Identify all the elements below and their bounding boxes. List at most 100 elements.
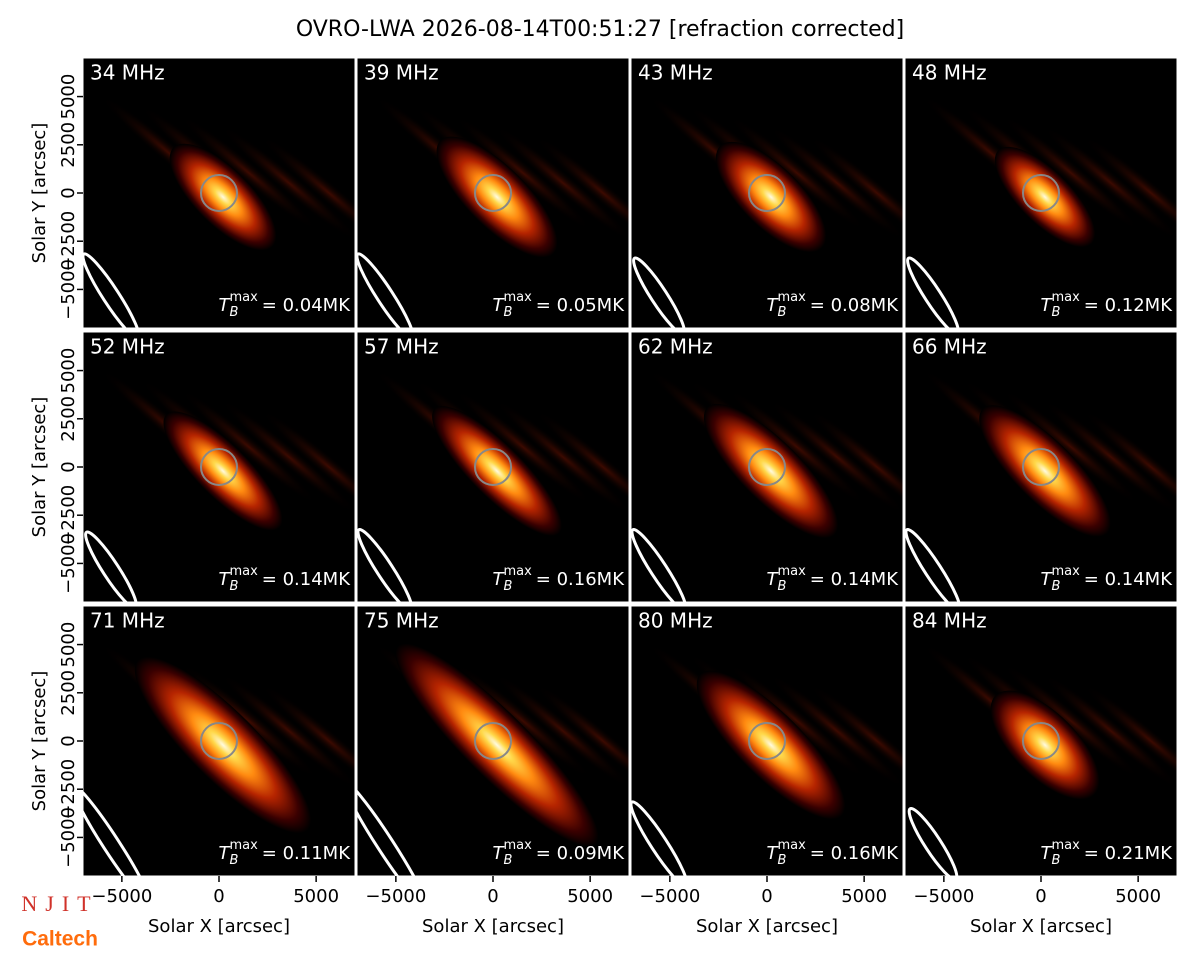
- panel-frame: [904, 57, 1178, 329]
- tb-sup: max: [503, 564, 532, 579]
- tb-sub: B: [1052, 579, 1061, 594]
- beam: [357, 779, 428, 876]
- y-tick-label: 5000: [58, 348, 79, 394]
- y-tick-label: 5000: [58, 74, 79, 120]
- panel-title: 62 MHz: [638, 335, 713, 359]
- sidelobe: [533, 682, 629, 800]
- y-tick-label: −2500: [58, 759, 79, 820]
- panel: 84 MHz TBmax = 0.21MK: [904, 605, 1178, 877]
- sidelobe: [533, 134, 629, 252]
- beam: [83, 252, 141, 328]
- x-tick-label: 5000: [1115, 886, 1161, 907]
- emission: [703, 403, 839, 539]
- panel: 34 MHz TBmax = 0.04MK: [82, 57, 356, 329]
- tb-sub: B: [230, 579, 239, 594]
- x-axis-label: Solar X [arcsec]: [696, 916, 838, 937]
- sidelobe: [807, 408, 903, 526]
- tb-sup: max: [777, 290, 806, 305]
- sidelobe: [259, 134, 355, 252]
- sidelobe: [219, 398, 355, 516]
- tb-sub: B: [230, 853, 239, 868]
- tb-value: = 0.14MK: [262, 569, 351, 590]
- tb-symbol: T: [493, 295, 506, 316]
- sidelobe: [1041, 672, 1177, 790]
- tb-value: = 0.08MK: [810, 295, 899, 316]
- emission: [696, 670, 846, 820]
- sidelobe: [1081, 134, 1177, 252]
- tb-max-annotation: TBmax = 0.16MK: [767, 838, 900, 868]
- x-tick-label: 5000: [567, 886, 613, 907]
- sidelobe: [1041, 124, 1177, 242]
- tb-symbol: T: [219, 569, 232, 590]
- panel: 57 MHz TBmax = 0.16MK: [356, 331, 630, 603]
- panel: 80 MHz TBmax = 0.16MK: [630, 605, 904, 877]
- sidelobe: [493, 672, 629, 790]
- solar-disk: [474, 722, 512, 760]
- tb-sup: max: [1051, 564, 1080, 579]
- tb-symbol: T: [767, 843, 780, 864]
- sidelobe: [727, 662, 867, 780]
- tb-symbol: T: [219, 843, 232, 864]
- panel-title: 39 MHz: [364, 61, 439, 85]
- emission: [432, 406, 562, 536]
- sidelobe: [767, 398, 903, 516]
- tb-value: = 0.21MK: [1084, 843, 1173, 864]
- tb-symbol: T: [219, 295, 232, 316]
- tb-value: = 0.16MK: [536, 569, 625, 590]
- beam: [84, 530, 138, 602]
- y-tick-label: 0: [58, 187, 79, 198]
- x-axis-label: Solar X [arcsec]: [970, 916, 1112, 937]
- sidelobe: [493, 124, 629, 242]
- emission: [715, 141, 827, 253]
- panel: 66 MHz TBmax = 0.14MK: [904, 331, 1178, 603]
- beam: [905, 528, 962, 602]
- emission: [979, 405, 1111, 537]
- tb-value: = 0.16MK: [810, 843, 899, 864]
- tb-sub: B: [778, 579, 787, 594]
- tb-sub: B: [504, 579, 513, 594]
- logo-njit: NJIT: [21, 891, 98, 916]
- tb-sup: max: [503, 838, 532, 853]
- sidelobe: [1001, 388, 1141, 506]
- sidelobe: [1041, 398, 1177, 516]
- tb-value: = 0.12MK: [1084, 295, 1173, 316]
- sidelobe: [807, 134, 903, 252]
- panel: 52 MHz TBmax = 0.14MK: [82, 331, 356, 603]
- y-tick-label: 0: [58, 461, 79, 472]
- x-tick-label: 0: [487, 886, 498, 907]
- panel-frame: [630, 57, 904, 329]
- tb-sup: max: [229, 290, 258, 305]
- tb-symbol: T: [1041, 843, 1054, 864]
- solar-disk: [474, 174, 512, 212]
- sidelobe: [219, 672, 355, 790]
- x-tick-label: 0: [1035, 886, 1046, 907]
- solar-disk: [748, 174, 786, 212]
- tb-sup: max: [777, 564, 806, 579]
- panel: 48 MHz TBmax = 0.12MK: [904, 57, 1178, 329]
- sidelobe: [807, 682, 903, 800]
- y-tick-label: −5000: [58, 533, 79, 594]
- y-tick-label: 0: [58, 735, 79, 746]
- y-tick-label: −5000: [58, 259, 79, 320]
- panel-frame: [356, 331, 630, 603]
- emission: [436, 136, 558, 258]
- panel-title: 66 MHz: [912, 335, 987, 359]
- tb-value: = 0.14MK: [1084, 569, 1173, 590]
- tb-sub: B: [1052, 305, 1061, 320]
- y-tick-label: −5000: [58, 807, 79, 868]
- beam: [631, 800, 689, 876]
- solar-disk: [1022, 448, 1060, 486]
- y-tick-label: 5000: [58, 622, 79, 668]
- y-axis-label: Solar Y [arcsec]: [29, 397, 50, 538]
- solar-disk: [748, 448, 786, 486]
- sidelobe: [727, 114, 867, 232]
- tb-value: = 0.09MK: [536, 843, 625, 864]
- tb-value: = 0.04MK: [262, 295, 351, 316]
- tb-max-annotation: TBmax = 0.04MK: [219, 290, 352, 320]
- image: [906, 94, 1177, 328]
- tb-symbol: T: [1041, 295, 1054, 316]
- beam: [357, 528, 414, 602]
- solar-disk: [1022, 722, 1060, 760]
- beam: [907, 807, 959, 876]
- tb-sub: B: [1052, 853, 1061, 868]
